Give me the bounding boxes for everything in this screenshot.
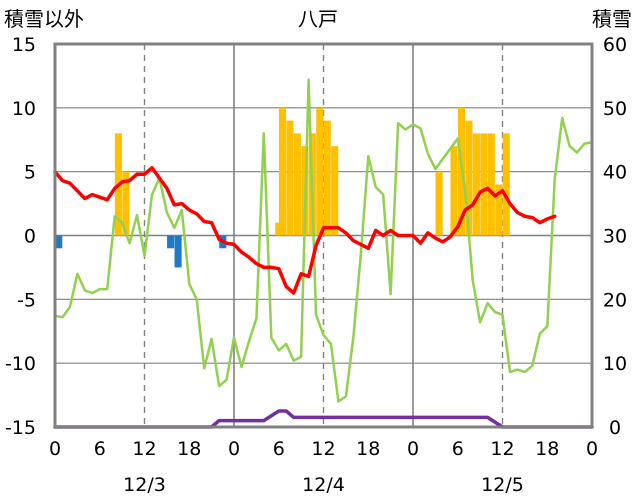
x-tick-label: 0 bbox=[228, 438, 240, 460]
precip-bar bbox=[174, 235, 182, 268]
right-tick-label: 60 bbox=[603, 34, 627, 56]
snowfall-bar bbox=[435, 171, 443, 236]
x-tick-label: 18 bbox=[356, 438, 380, 460]
x-tick-label: 6 bbox=[94, 438, 106, 460]
x-tick-label: 12 bbox=[490, 438, 514, 460]
day-label: 12/5 bbox=[481, 474, 524, 496]
x-tick-label: 0 bbox=[49, 438, 61, 460]
day-label: 12/3 bbox=[123, 474, 166, 496]
left-tick-label: 5 bbox=[24, 162, 36, 184]
x-tick-label: 0 bbox=[407, 438, 419, 460]
precip-bar bbox=[55, 235, 63, 249]
left-tick-label: 15 bbox=[12, 34, 36, 56]
temperature-line bbox=[53, 166, 557, 295]
snowfall-bar bbox=[316, 107, 324, 236]
left-tick-label: 0 bbox=[24, 226, 36, 248]
chart-title: 八戸 bbox=[298, 7, 338, 31]
snowfall-bar bbox=[293, 133, 301, 236]
left-tick-label: -10 bbox=[5, 353, 36, 375]
right-tick-label: 40 bbox=[603, 162, 627, 184]
wind-line bbox=[53, 78, 594, 403]
snowfall-bar bbox=[450, 146, 458, 236]
snow-depth-line bbox=[53, 409, 594, 429]
snowfall-bar bbox=[495, 184, 503, 236]
snowfall-bar bbox=[480, 133, 488, 236]
right-tick-label: 20 bbox=[603, 289, 627, 311]
x-tick-label: 6 bbox=[452, 438, 464, 460]
x-tick-label: 18 bbox=[535, 438, 559, 460]
plot-frame bbox=[53, 42, 594, 429]
precip-bar bbox=[167, 235, 175, 249]
snowfall-bar bbox=[487, 133, 495, 236]
snowfall-bar bbox=[502, 133, 510, 236]
bars bbox=[55, 107, 510, 268]
snowfall-bar bbox=[323, 120, 331, 236]
lines bbox=[53, 78, 594, 429]
snowfall-bar bbox=[331, 146, 339, 236]
snowfall-bar bbox=[465, 120, 473, 236]
snowfall-bar bbox=[278, 107, 287, 236]
right-tick-label: 50 bbox=[603, 98, 627, 120]
day-label: 12/4 bbox=[302, 474, 345, 496]
snowfall-bar bbox=[122, 171, 130, 236]
snowfall-bar bbox=[275, 222, 283, 236]
x-tick-label: 12 bbox=[311, 438, 335, 460]
x-tick-label: 18 bbox=[177, 438, 201, 460]
x-tick-label: 0 bbox=[586, 438, 598, 460]
right-tick-label: 10 bbox=[603, 353, 627, 375]
snowfall-bar bbox=[472, 133, 480, 236]
right-tick-label: 0 bbox=[609, 417, 621, 439]
left-tick-label: -15 bbox=[5, 417, 36, 439]
left-tick-label: 10 bbox=[12, 98, 36, 120]
x-tick-label: 12 bbox=[132, 438, 156, 460]
right-tick-label: 30 bbox=[603, 226, 627, 248]
right-axis-title: 積雪 bbox=[592, 7, 632, 31]
left-axis-title: 積雪以外 bbox=[4, 7, 84, 31]
snowfall-bar bbox=[286, 120, 294, 236]
left-tick-label: -5 bbox=[17, 289, 36, 311]
grid bbox=[55, 44, 592, 427]
x-tick-label: 6 bbox=[273, 438, 285, 460]
